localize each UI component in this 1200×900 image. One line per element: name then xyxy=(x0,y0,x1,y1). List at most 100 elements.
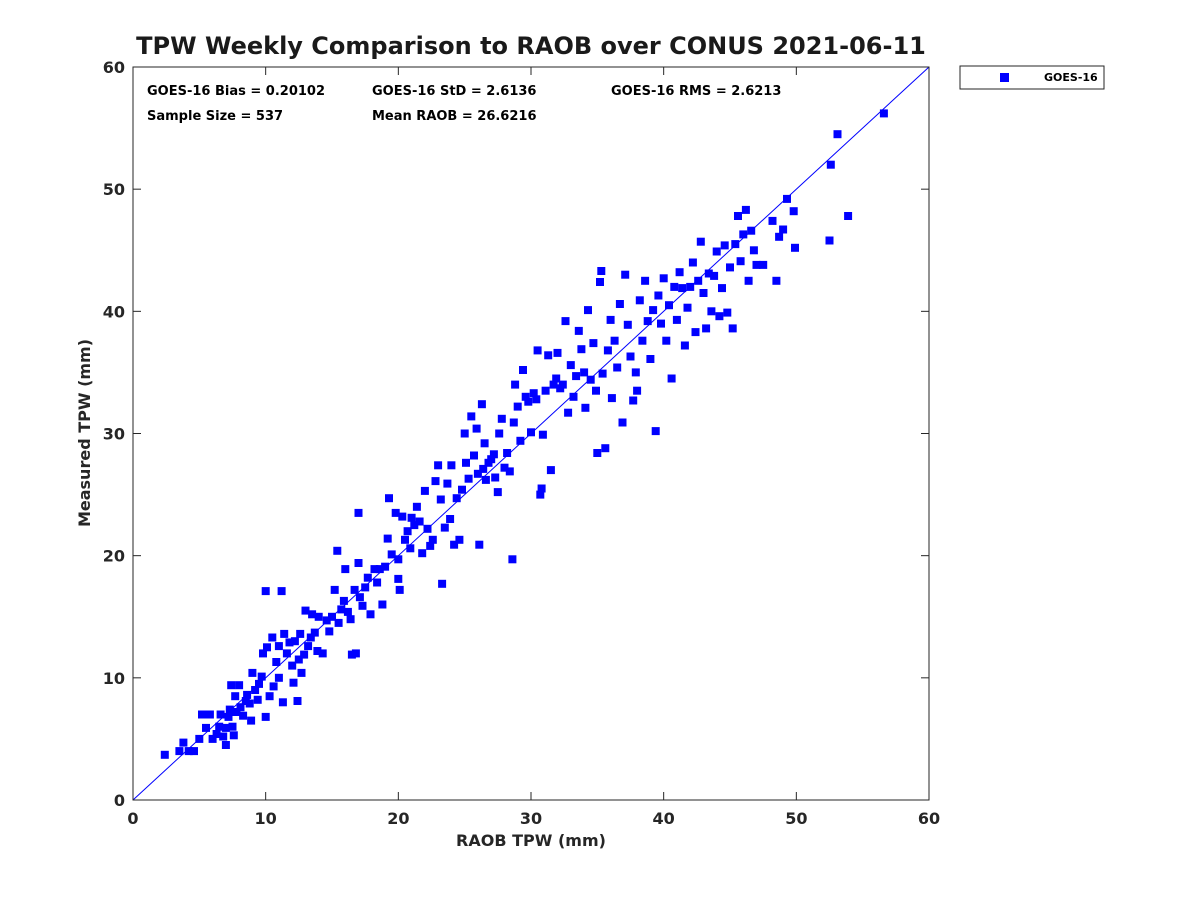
data-point xyxy=(257,672,266,681)
data-point xyxy=(659,274,668,283)
data-point xyxy=(704,269,713,278)
data-point xyxy=(580,368,589,377)
data-point xyxy=(304,642,313,651)
data-point xyxy=(232,708,241,716)
data-point xyxy=(221,723,230,732)
data-point xyxy=(584,306,592,315)
data-point xyxy=(225,705,234,714)
x-tick-label: 60 xyxy=(918,809,940,828)
data-point xyxy=(635,296,644,305)
data-point xyxy=(546,466,555,475)
y-axis-label: Measured TPW (mm) xyxy=(75,339,94,527)
data-point xyxy=(683,303,692,312)
data-point xyxy=(370,565,379,574)
data-point xyxy=(749,246,758,255)
data-point xyxy=(736,257,745,266)
data-point xyxy=(519,366,527,374)
data-point xyxy=(227,681,236,690)
data-point xyxy=(282,649,291,658)
x-tick-label: 30 xyxy=(520,809,542,828)
data-point xyxy=(699,289,708,297)
data-point xyxy=(593,449,602,457)
data-point xyxy=(651,427,660,436)
data-point xyxy=(458,485,466,494)
data-point xyxy=(195,734,204,743)
data-point xyxy=(489,450,498,459)
data-point xyxy=(221,741,230,749)
data-point xyxy=(460,429,469,438)
data-point xyxy=(330,585,339,594)
data-point xyxy=(272,658,281,666)
data-point xyxy=(452,494,461,503)
data-point xyxy=(301,606,310,615)
data-point xyxy=(228,722,237,731)
data-point xyxy=(426,541,435,550)
data-point xyxy=(470,451,478,460)
stats-annotations: GOES-16 Bias = 0.20102 GOES-16 StD = 2.6… xyxy=(147,84,781,124)
data-point xyxy=(431,477,440,486)
y-tick-label: 40 xyxy=(103,302,125,321)
data-point xyxy=(265,692,274,701)
data-point xyxy=(235,681,244,690)
data-point xyxy=(205,710,214,719)
data-point xyxy=(343,607,352,616)
data-point xyxy=(503,449,512,457)
data-point xyxy=(479,464,488,473)
data-point xyxy=(263,643,271,652)
data-point xyxy=(675,268,684,277)
data-point xyxy=(601,444,610,453)
data-point xyxy=(378,600,387,609)
data-point xyxy=(618,418,627,427)
data-point xyxy=(538,430,547,439)
data-point xyxy=(428,535,437,544)
data-point xyxy=(420,486,429,495)
data-point xyxy=(524,397,533,406)
data-point xyxy=(783,194,791,203)
data-point xyxy=(493,488,502,497)
data-point xyxy=(280,629,289,638)
data-point xyxy=(667,374,676,383)
data-point xyxy=(239,711,248,720)
data-point xyxy=(375,565,384,574)
data-point xyxy=(791,243,799,252)
data-point xyxy=(333,546,342,555)
data-point xyxy=(541,386,550,395)
data-point xyxy=(229,731,238,740)
data-point xyxy=(160,750,169,759)
data-point xyxy=(366,610,375,619)
data-point xyxy=(294,655,303,664)
data-point xyxy=(680,341,689,350)
data-point xyxy=(691,328,700,337)
data-point xyxy=(495,429,504,438)
data-point xyxy=(334,618,343,627)
data-point xyxy=(626,352,635,361)
data-point xyxy=(403,527,412,536)
x-tick-label: 40 xyxy=(653,809,675,828)
data-point xyxy=(509,418,518,427)
data-point xyxy=(216,710,225,719)
data-point xyxy=(572,372,581,381)
data-point xyxy=(450,540,459,549)
data-point xyxy=(549,380,558,389)
data-point xyxy=(395,585,404,594)
data-point xyxy=(491,473,500,482)
legend-label: GOES-16 xyxy=(1044,71,1098,84)
data-point xyxy=(511,380,520,389)
y-tick-label: 20 xyxy=(103,547,125,566)
data-point xyxy=(638,336,647,345)
data-point xyxy=(768,216,777,225)
data-point xyxy=(718,284,726,293)
data-point xyxy=(253,695,262,704)
data-point xyxy=(354,508,363,517)
data-point xyxy=(678,284,687,293)
data-point xyxy=(665,301,673,310)
chart-title: TPW Weekly Comparison to RAOB over CONUS… xyxy=(136,32,926,60)
data-point xyxy=(346,615,355,624)
data-point xyxy=(231,692,240,701)
data-point xyxy=(475,540,484,549)
data-points xyxy=(160,109,888,759)
data-point xyxy=(739,230,748,239)
data-point xyxy=(641,276,650,285)
data-point xyxy=(277,587,286,596)
axis-ticks xyxy=(132,66,930,801)
